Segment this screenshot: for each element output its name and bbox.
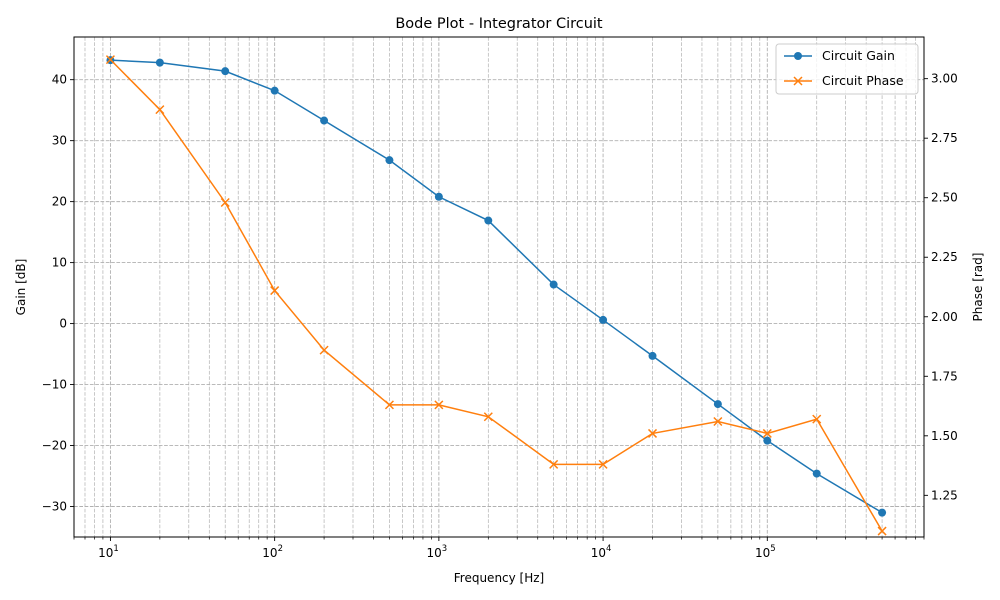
circuit-phase-point (220, 197, 230, 208)
circuit-gain-point (155, 58, 164, 67)
chart-title: Bode Plot - Integrator Circuit (395, 16, 603, 32)
circuit-gain-point (320, 116, 329, 125)
circuit-gain-point (549, 280, 558, 289)
circuit-gain-point (648, 351, 657, 360)
y-right-tick-label: 1.25 (931, 488, 958, 502)
y-left-tick-label: 40 (52, 73, 67, 87)
y-left-tick-label: 30 (52, 134, 67, 148)
circuit-phase-point (155, 105, 165, 115)
y-left-tick-label: 0 (59, 317, 67, 331)
legend-phase-label: Circuit Phase (822, 73, 904, 88)
y-right-tick-label: 3.00 (931, 72, 958, 86)
circuit-gain-point (484, 216, 493, 225)
circuit-phase-point (647, 428, 658, 438)
circuit-phase-point (319, 345, 329, 355)
circuit-phase-point (270, 286, 280, 296)
circuit-phase-point (812, 414, 822, 424)
circuit-phase-point (549, 459, 559, 469)
circuit-phase-point (713, 416, 723, 427)
series-layer (105, 55, 887, 536)
legend-gain-marker (794, 52, 802, 60)
y-left-tick-label: 20 (52, 195, 67, 209)
circuit-phase-point (762, 428, 772, 438)
y-left-tick-label: −10 (42, 378, 67, 392)
y-left-tick-label: 10 (52, 256, 67, 270)
circuit-gain-point (221, 67, 230, 76)
y-right-tick-label: 1.50 (931, 429, 958, 443)
legend: Circuit Gain Circuit Phase (775, 43, 919, 95)
circuit-gain-point (599, 315, 608, 324)
y-right-tick-label: 2.25 (931, 250, 958, 264)
grid (73, 37, 925, 537)
y-right-tick-label: 1.75 (931, 369, 958, 383)
y-right-tick-label: 2.75 (931, 131, 958, 145)
circuit-gain-point (270, 86, 279, 95)
plot-frame (73, 36, 925, 538)
circuit-phase-point (105, 55, 115, 65)
y-axis-right-label: Phase [rad] (971, 253, 985, 322)
circuit-gain-point (434, 192, 443, 201)
y-left-tick-label: −20 (42, 439, 67, 453)
legend-phase-marker (793, 76, 803, 86)
axes: 101 102 103 104 105403020100−10−20−303.002.7… (42, 72, 958, 560)
y-axis-left-label: Gain [dB] (14, 259, 28, 316)
y-right-tick-label: 2.50 (931, 191, 958, 205)
y-left-tick-label: −30 (42, 500, 67, 514)
legend-gain-label: Circuit Gain (822, 48, 895, 63)
circuit-gain-point (385, 156, 394, 165)
circuit-gain-point (812, 469, 821, 478)
circuit-gain-point (878, 508, 887, 517)
circuit-phase-point (434, 400, 444, 410)
circuit-gain-point (713, 400, 722, 409)
circuit-gain-point (763, 436, 772, 445)
x-axis-label: Frequency [Hz] (454, 571, 545, 585)
circuit-phase-point (384, 400, 394, 410)
circuit-phase-point (598, 459, 608, 469)
circuit-phase-point (483, 412, 493, 422)
y-right-tick-label: 2.00 (931, 310, 958, 324)
circuit-phase-point (877, 526, 887, 536)
